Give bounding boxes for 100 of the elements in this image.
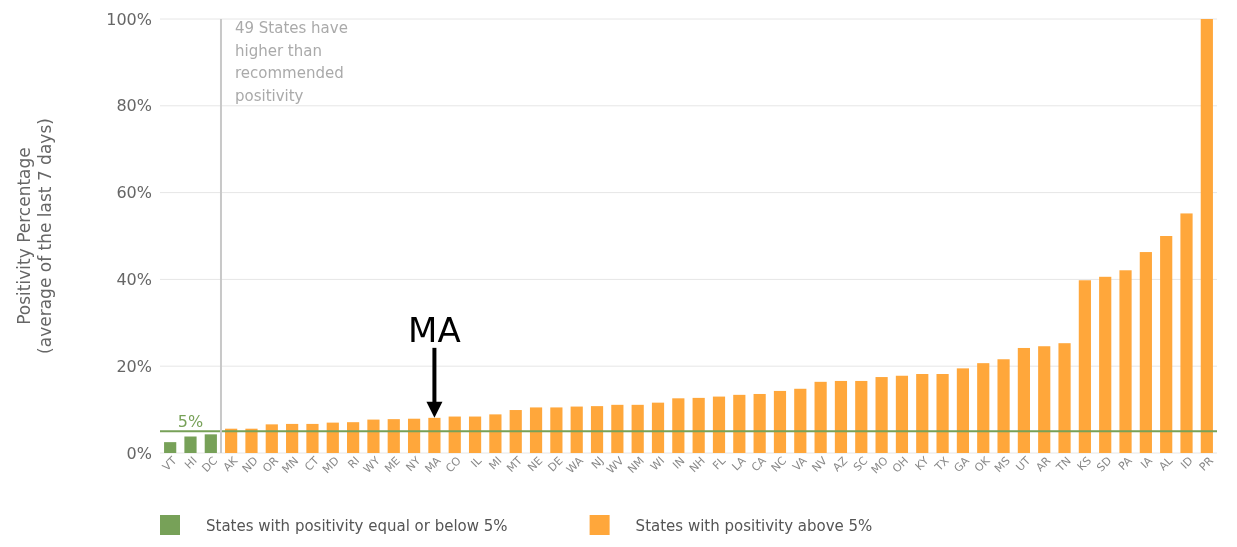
x-tick-label: ID [1178,454,1196,472]
bar [672,398,685,453]
bar [916,374,929,453]
y-tick-label: 100% [106,9,152,29]
x-tick-label: AR [1033,454,1054,475]
x-tick-label: PA [1115,453,1135,473]
x-tick-label: DC [199,454,221,475]
x-tick-label: NE [525,454,546,475]
x-tick-label: OK [971,453,993,475]
x-tick-label: WV [604,453,627,477]
x-tick-label: KY [912,454,932,474]
x-tick-label: MN [279,454,302,476]
bar [204,434,217,453]
bar [712,396,726,453]
bar [550,407,563,453]
bar [753,393,766,453]
bar [773,390,787,453]
bar [936,374,949,453]
x-tick-label: MO [868,454,891,477]
bar [570,406,583,453]
bar [1119,270,1132,453]
x-tick-label: NV [809,453,831,475]
x-tick-label: TN [1053,454,1074,475]
bar [977,363,990,453]
bar [164,442,177,453]
bar [956,368,970,453]
x-tick-label: KS [1074,454,1094,474]
x-tick-label: NH [686,454,708,476]
bar [692,397,705,453]
x-tick-label: ND [239,454,261,476]
bar [347,422,360,453]
bar [1078,280,1091,453]
bar [1139,252,1152,453]
x-tick-label: MS [991,454,1013,476]
x-tick-label: AK [220,453,241,474]
x-tick-label: CO [443,454,465,476]
bar [875,377,888,453]
y-tick-label: 40% [116,270,152,290]
bar [794,388,807,453]
bar [611,404,624,453]
bar [245,428,258,453]
bar [631,404,644,453]
x-tick-label: IN [670,454,688,472]
x-tick-label: NJ [588,454,607,472]
bar [1038,346,1051,453]
x-tick-label: UT [1013,454,1034,474]
bar [407,418,421,453]
x-tick-label: IA [1138,453,1156,472]
x-tick-label: MT [504,454,526,475]
x-tick-label: LA [729,453,749,474]
x-tick-label: NC [768,454,790,475]
bar [529,407,543,453]
bar [489,414,502,453]
ref-line-label: 5% [177,412,204,432]
bar [1058,343,1071,453]
bar [1160,236,1173,453]
bar [834,380,848,453]
x-tick-label: VA [790,453,810,474]
x-tick-label: CT [302,454,322,474]
bar [895,375,909,453]
x-tick-label: NM [625,454,647,476]
bar [1180,213,1193,453]
bar [509,410,522,453]
x-tick-label: GA [951,453,973,475]
bar [1017,347,1030,453]
y-axis-title: Positivity Percentage (average of the last 7 days) [14,118,56,354]
bar [997,359,1010,453]
x-tick-label: IL [468,453,485,471]
x-tick-label: SD [1094,454,1115,475]
bar [306,423,319,453]
x-tick-label: NY [403,454,424,475]
x-tick-label: HI [182,454,200,472]
bar [387,419,400,453]
x-tick-label: TX [931,453,953,475]
bar [326,422,339,453]
y-tick-label: 80% [116,96,152,116]
bar [448,416,461,453]
bar [265,424,278,453]
x-tick-label: WA [564,453,587,477]
x-tick-label: PR [1196,454,1217,474]
bar [651,402,665,453]
x-tick-label: CA [748,453,770,475]
x-tick-label: DE [545,454,566,475]
bar [590,406,604,453]
bar [286,423,299,453]
y-tick-label: 60% [116,183,152,203]
x-tick-label: AL [1156,453,1176,474]
x-tick-label: AZ [830,453,851,475]
ref-line-label: 49 States have higher than recommended positivity [234,19,348,105]
y-tick-label: 20% [116,356,152,376]
x-tick-label: FL [710,453,729,473]
x-tick-label: RI [345,454,363,472]
bar [1200,19,1213,453]
bar [367,419,380,453]
x-tick-label: MD [320,454,342,477]
x-tick-label: MA [422,453,444,476]
x-tick-label: WI [647,454,668,474]
x-tick-label: MI [486,454,505,473]
bar [184,436,197,453]
x-tick-label: SC [850,454,871,474]
